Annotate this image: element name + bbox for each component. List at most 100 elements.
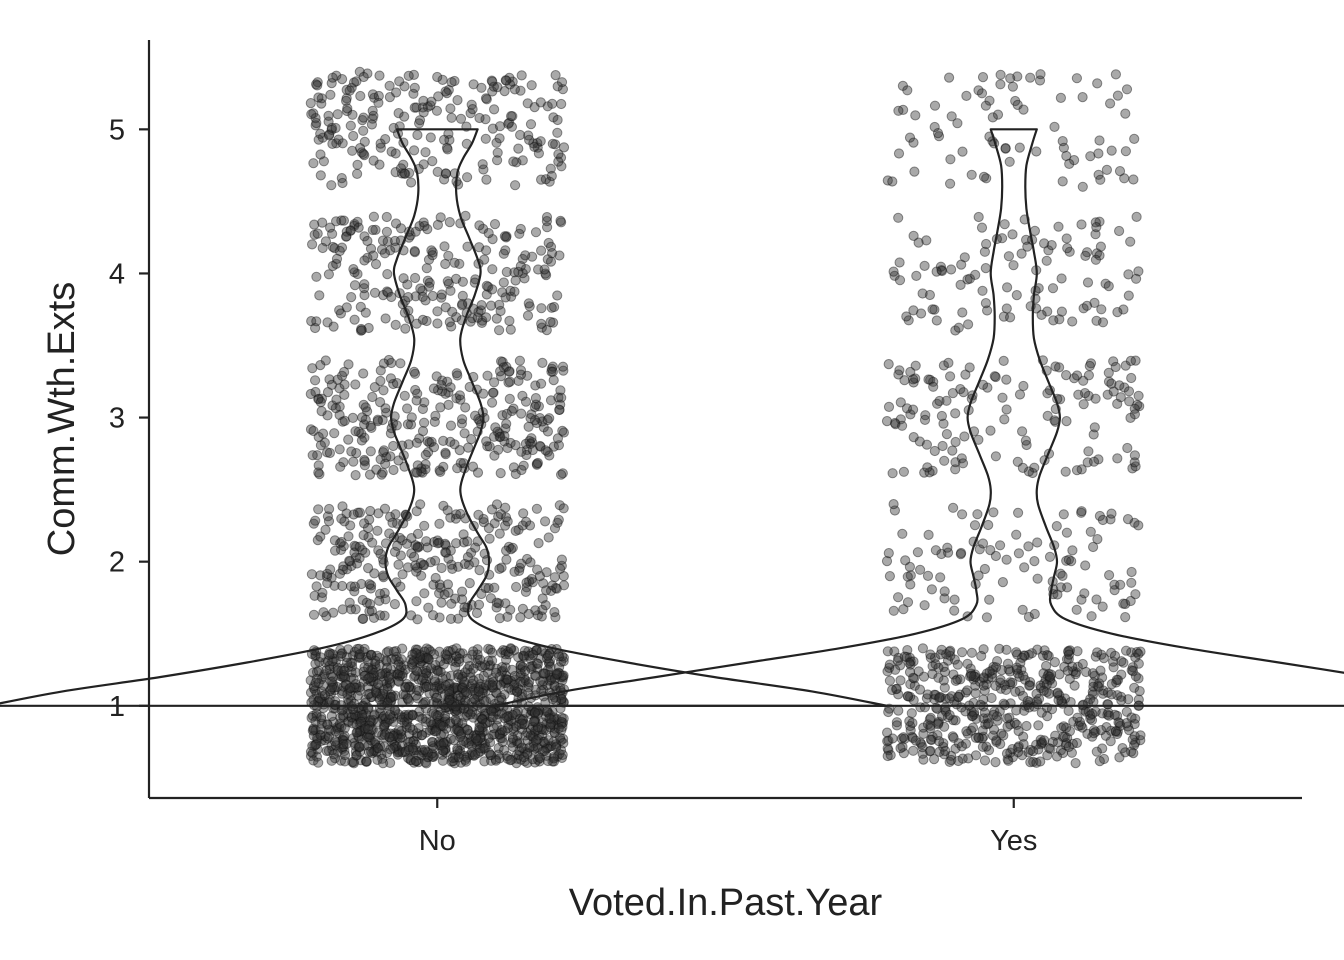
data-point (525, 661, 536, 673)
data-point (482, 717, 493, 728)
data-point (537, 357, 548, 368)
data-point (381, 656, 392, 667)
data-point (506, 737, 517, 748)
data-point (520, 707, 532, 718)
data-point (966, 670, 977, 681)
data-point (435, 656, 446, 667)
data-point (554, 732, 566, 743)
data-point (492, 714, 503, 725)
data-point (315, 149, 326, 160)
data-point (529, 715, 540, 727)
data-point (440, 747, 451, 758)
data-point (381, 678, 392, 689)
data-point (415, 283, 426, 294)
data-point (473, 691, 484, 702)
data-point (955, 279, 966, 290)
data-point (375, 548, 386, 560)
data-point (447, 692, 458, 703)
data-point (1011, 290, 1022, 301)
data-point (347, 650, 359, 661)
data-point (1126, 372, 1137, 384)
data-point (1076, 219, 1087, 230)
data-point (312, 228, 323, 239)
data-point (523, 646, 534, 657)
data-point (518, 508, 529, 519)
data-point (453, 179, 464, 190)
data-point (1087, 708, 1098, 720)
data-point (344, 682, 356, 694)
data-point (433, 684, 444, 696)
data-point (1126, 566, 1137, 578)
data-point (438, 745, 449, 757)
data-point (399, 717, 410, 728)
data-point (544, 713, 555, 724)
data-point (467, 685, 478, 697)
data-point (970, 750, 982, 761)
data-point (1081, 300, 1093, 311)
data-point (474, 717, 485, 728)
data-point (515, 129, 526, 141)
data-point (529, 707, 541, 718)
data-point (401, 716, 413, 727)
data-point (967, 710, 978, 722)
data-point (310, 515, 321, 526)
data-point (1112, 453, 1123, 464)
data-point (536, 245, 547, 256)
data-point (484, 679, 495, 690)
data-point (1032, 573, 1043, 584)
data-point (503, 377, 514, 388)
data-point (483, 643, 494, 655)
data-point (358, 530, 369, 541)
data-point (357, 412, 368, 423)
data-point (1123, 386, 1135, 397)
data-point (944, 646, 955, 658)
data-point (556, 718, 567, 730)
data-point (369, 709, 380, 720)
data-point (547, 756, 558, 767)
data-point (895, 743, 906, 754)
data-point (494, 121, 506, 132)
data-point (557, 675, 568, 686)
data-point (336, 665, 347, 677)
data-point (1103, 281, 1114, 292)
data-point (368, 250, 379, 261)
data-point (1018, 380, 1029, 392)
data-point (328, 749, 339, 760)
data-point (1127, 666, 1139, 677)
data-point (365, 505, 376, 517)
data-point (468, 712, 479, 723)
data-point (541, 725, 552, 736)
data-point (414, 649, 425, 660)
data-point (520, 730, 531, 741)
data-point (506, 644, 517, 655)
data-point (341, 302, 352, 313)
data-point (957, 647, 968, 658)
data-point (346, 712, 357, 723)
data-point (1106, 679, 1117, 690)
data-point (887, 733, 898, 744)
data-point (475, 679, 486, 690)
data-point (509, 180, 521, 191)
data-point (520, 675, 531, 686)
data-point (420, 727, 431, 738)
data-point (358, 723, 369, 735)
data-point (397, 569, 408, 580)
data-point (348, 456, 359, 467)
data-point (447, 752, 458, 764)
data-point (558, 672, 569, 683)
data-point (428, 383, 439, 394)
data-point (535, 97, 546, 108)
data-point (385, 664, 396, 675)
data-point (472, 644, 483, 655)
data-point (1091, 746, 1102, 757)
data-point (390, 509, 401, 520)
data-point (485, 693, 496, 705)
data-point (528, 744, 539, 755)
data-point (977, 285, 988, 296)
data-point (308, 730, 319, 741)
data-point (498, 277, 509, 288)
data-point (305, 388, 316, 400)
data-point (315, 360, 326, 371)
data-point (432, 318, 443, 329)
data-point (308, 724, 319, 735)
